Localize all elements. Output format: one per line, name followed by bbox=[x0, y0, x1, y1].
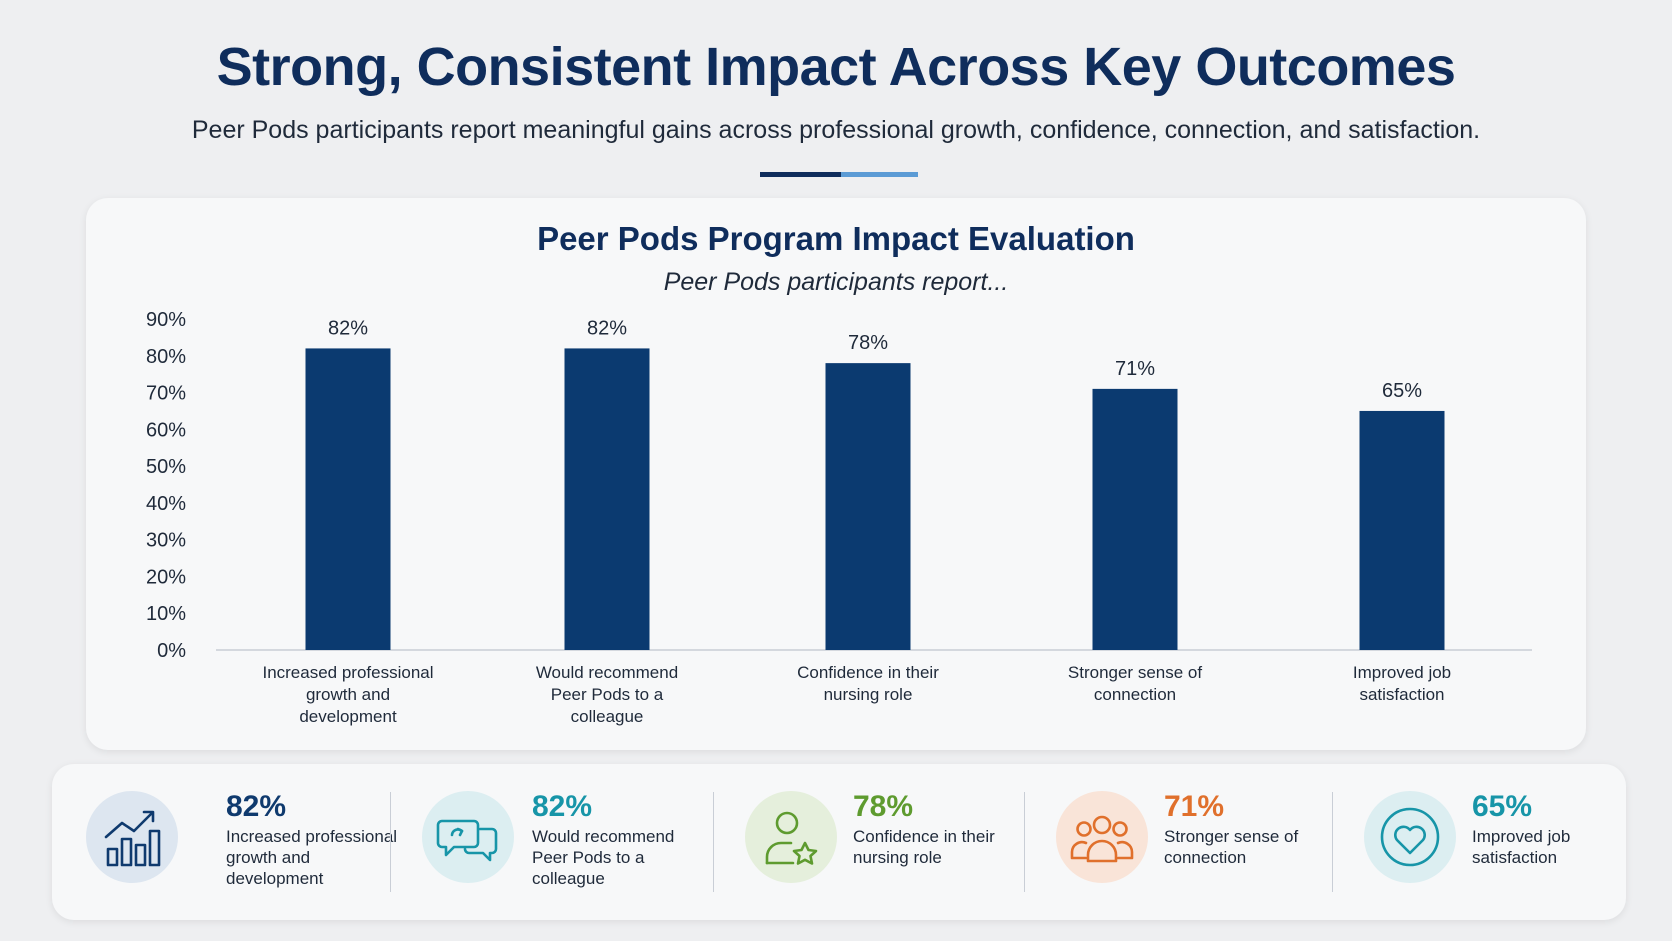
stat-item-connection: 71% Stronger sense of connection bbox=[1056, 764, 1346, 920]
y-tick-label: 80% bbox=[146, 346, 186, 368]
title-underline bbox=[760, 172, 918, 177]
page-subtitle: Peer Pods participants report meaningful… bbox=[191, 116, 1481, 144]
x-tick-label: Would recommend bbox=[536, 663, 678, 682]
y-tick-label: 50% bbox=[146, 456, 186, 478]
stat-divider bbox=[713, 792, 714, 892]
stat-item-recommend: 82% Would recommend Peer Pods to a colle… bbox=[422, 764, 722, 920]
stat-label: Would recommend Peer Pods to a colleague bbox=[532, 827, 675, 888]
y-tick-label: 10% bbox=[146, 603, 186, 625]
stat-divider bbox=[390, 792, 391, 892]
y-tick-label: 0% bbox=[157, 640, 186, 662]
bar bbox=[1359, 410, 1445, 650]
y-tick-label: 90% bbox=[146, 309, 186, 331]
bar bbox=[564, 348, 650, 650]
y-tick-label: 20% bbox=[146, 566, 186, 588]
x-tick-label: colleague bbox=[571, 707, 644, 726]
x-tick-label: Improved job bbox=[1353, 663, 1451, 682]
x-tick-label: development bbox=[299, 707, 397, 726]
y-tick-label: 60% bbox=[146, 419, 186, 441]
person-star-icon bbox=[765, 811, 818, 865]
stat-label: Increased professional growth and develo… bbox=[226, 827, 398, 888]
chart-subtitle: Peer Pods participants report... bbox=[663, 268, 1009, 296]
stat-icon-circle bbox=[1364, 791, 1456, 883]
stat-value: 71% bbox=[1164, 790, 1225, 823]
stats-card: 82% Increased professional growth and de… bbox=[52, 764, 1626, 920]
data-label: 65% bbox=[1382, 380, 1422, 402]
stat-label: Stronger sense of connection bbox=[1164, 827, 1299, 867]
x-tick-label: satisfaction bbox=[1359, 685, 1444, 704]
chart-card: Peer Pods Program Impact Evaluation Peer… bbox=[86, 198, 1586, 750]
x-tick-label: connection bbox=[1094, 685, 1176, 704]
stat-item-growth: 82% Increased professional growth and de… bbox=[86, 764, 426, 920]
y-tick-label: 70% bbox=[146, 383, 186, 405]
stat-icon-circle bbox=[1056, 791, 1148, 883]
group-icon bbox=[1070, 815, 1134, 863]
stat-value: 65% bbox=[1472, 790, 1533, 823]
data-label: 71% bbox=[1115, 358, 1155, 380]
x-tick-label: Stronger sense of bbox=[1068, 663, 1202, 682]
bar bbox=[1092, 388, 1178, 650]
x-tick-label: Increased professional bbox=[262, 663, 433, 682]
bar-chart: 0% 10% 20% 30% 40% 50% 60% 70% 80% 90% 82% Increase… bbox=[146, 309, 1532, 726]
underline-light-segment bbox=[841, 172, 918, 177]
stat-item-confidence: 78% Confidence in their nursing role bbox=[745, 764, 1035, 920]
stat-icon-circle bbox=[422, 791, 514, 883]
underline-dark-segment bbox=[760, 172, 841, 177]
stat-icon-circle bbox=[86, 791, 178, 883]
stat-value: 82% bbox=[226, 790, 287, 823]
data-label: 78% bbox=[848, 332, 888, 354]
x-tick-label: Confidence in their bbox=[797, 663, 939, 682]
heart-icon bbox=[1380, 807, 1440, 867]
stat-item-satisfaction: 65% Improved job satisfaction bbox=[1364, 764, 1614, 920]
data-label: 82% bbox=[328, 317, 368, 339]
stat-value: 78% bbox=[853, 790, 914, 823]
chat-bubbles-icon bbox=[436, 819, 498, 862]
data-label: 82% bbox=[587, 317, 627, 339]
bar bbox=[305, 348, 391, 650]
stat-value: 82% bbox=[532, 790, 593, 823]
stat-divider bbox=[1024, 792, 1025, 892]
stat-label: Improved job satisfaction bbox=[1472, 827, 1571, 867]
x-tick-label: growth and bbox=[306, 685, 390, 704]
y-tick-label: 30% bbox=[146, 530, 186, 552]
stat-divider bbox=[1332, 792, 1333, 892]
growth-chart-icon bbox=[104, 810, 161, 867]
x-tick-label: nursing role bbox=[824, 685, 913, 704]
bar bbox=[825, 363, 911, 650]
page-title: Strong, Consistent Impact Across Key Out… bbox=[216, 37, 1456, 97]
x-tick-label: Peer Pods to a bbox=[551, 685, 664, 704]
stat-label: Confidence in their nursing role bbox=[853, 827, 995, 867]
stat-icon-circle bbox=[745, 791, 837, 883]
chart-title: Peer Pods Program Impact Evaluation bbox=[537, 220, 1135, 257]
y-tick-label: 40% bbox=[146, 493, 186, 515]
